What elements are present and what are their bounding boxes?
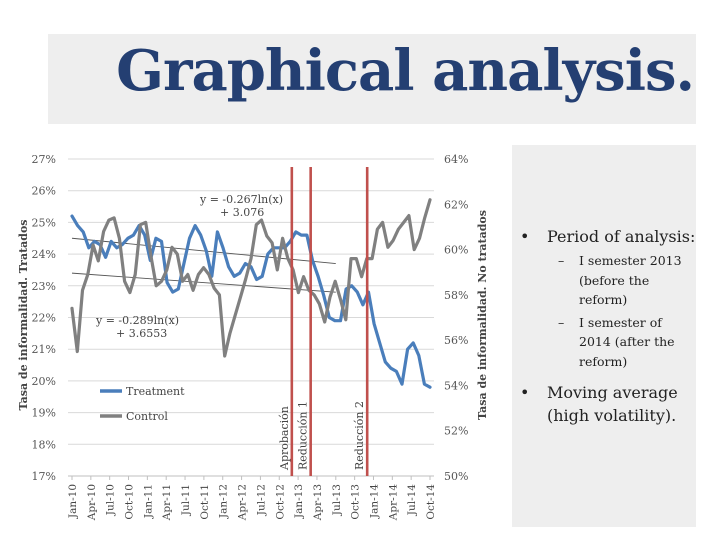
x-tick-label: Jul-12: [255, 484, 267, 516]
x-tick-label: Apr-14: [387, 484, 399, 522]
x-tick-label: Apr-11: [161, 484, 173, 521]
bullet-dot: •: [520, 227, 530, 246]
y-left-tick-label: 17%: [32, 470, 56, 483]
series-line-control: [70, 198, 432, 358]
sub-bullet-dash: –: [558, 253, 565, 268]
y-axis-left-label: Tasa de informalidad. Tratados: [17, 219, 30, 410]
sub-bullet-dash: –: [558, 314, 565, 330]
y-right-tick-label: 54%: [444, 379, 468, 392]
y-left-tick-label: 22%: [32, 312, 56, 325]
legend-label: Control: [126, 410, 168, 423]
x-tick-label: Oct-14: [425, 484, 437, 520]
reform-marker-label: Reducción 2: [353, 401, 366, 470]
reform-marker-label: Reducción 1: [297, 401, 310, 470]
sub-bullet-item: – I semester of 2014 (after the reform): [512, 313, 696, 372]
bullet-item: • Moving average (high volatility).: [512, 381, 696, 427]
y-axis-right: 64% 62% 60% 58% 56% 54% 52% 50%: [444, 153, 468, 483]
y-left-tick-label: 26%: [32, 185, 56, 198]
trendline-equation: y = -0.267ln(x) + 3.076: [199, 193, 283, 219]
sub-bullet-item: – I semester 2013 (before the reform): [512, 251, 696, 310]
reform-marker-label: Aprobación: [278, 406, 291, 471]
x-tick-label: Jan-10: [67, 484, 79, 519]
x-tick-label: Apr-12: [237, 484, 249, 521]
legend-label: Treatment: [126, 385, 185, 398]
y-left-tick-label: 24%: [32, 248, 56, 261]
x-tick-label: Jul-14: [406, 484, 418, 517]
reform-markers: Aprobación Reducción 1 Reducción 2: [278, 167, 369, 476]
bullet-text: Moving average (high volatility).: [547, 383, 678, 425]
y-left-tick-label: 27%: [32, 153, 56, 166]
x-tick-label: Oct-13: [350, 484, 362, 520]
informality-line-chart: 27% 26% 25% 24% 23% 22% 21% 20% 19% 18% 17% 64% 62%…: [17, 153, 489, 522]
y-left-tick-label: 23%: [32, 280, 56, 293]
y-right-tick-label: 62%: [444, 198, 468, 211]
x-tick-label: Jul-10: [105, 484, 117, 516]
trendline-equation: y = -0.289ln(x) + 3.6553: [95, 314, 179, 340]
x-tick-label: Oct-11: [199, 484, 211, 520]
x-tick-label: Jul-13: [331, 484, 343, 516]
y-right-tick-label: 56%: [444, 334, 468, 347]
bullet-text: Period of analysis:: [547, 227, 696, 246]
x-tick-label: Jul-11: [180, 484, 192, 516]
x-tick-label: Jan-14: [368, 484, 380, 519]
series-line-treatment: [70, 214, 432, 389]
sub-bullet-text: I semester 2013 (before the reform): [579, 253, 682, 307]
bullet-dot: •: [520, 383, 530, 402]
y-left-tick-label: 20%: [32, 375, 56, 388]
x-tick-label: Oct-10: [124, 484, 136, 520]
y-right-tick-label: 58%: [444, 289, 468, 302]
x-tick-label: Oct-12: [274, 484, 286, 520]
x-tick-label: Apr-13: [312, 484, 324, 521]
title-banner: Graphical analysis.: [48, 34, 696, 124]
y-left-tick-label: 21%: [32, 343, 56, 356]
y-right-tick-label: 64%: [444, 153, 468, 166]
x-tick-label: Apr-10: [86, 484, 98, 521]
x-axis: Jan-10 Apr-10 Jul-10 Oct-10 Jan-11 Apr-11 Jul-…: [67, 475, 437, 522]
y-right-tick-label: 50%: [444, 470, 468, 483]
x-tick-label: Jan-11: [142, 484, 154, 519]
bullet-panel: [512, 145, 696, 527]
chart-legend: Treatment Control: [100, 385, 185, 423]
chart-series: [70, 198, 432, 389]
x-tick-label: Jan-12: [218, 484, 230, 519]
slide-title: Graphical analysis.: [116, 38, 695, 104]
y-axis-left: 27% 26% 25% 24% 23% 22% 21% 20% 19% 18% 17%: [32, 153, 56, 483]
y-right-tick-label: 60%: [444, 244, 468, 257]
y-axis-right-label: Tasa de informalidad. No tratados: [476, 210, 489, 420]
x-tick-label: Jan-13: [293, 484, 305, 519]
bullet-list: • Period of analysis: – I semester 2013 …: [512, 225, 696, 427]
y-left-tick-label: 25%: [32, 216, 56, 229]
bullet-item: • Period of analysis:: [512, 225, 696, 248]
sub-bullet-text: I semester of 2014 (after the reform): [579, 314, 675, 369]
y-left-tick-label: 18%: [32, 438, 56, 451]
trendline-equations: y = -0.267ln(x) + 3.076 y = -0.289ln(x) + 3…: [95, 193, 283, 340]
y-left-tick-label: 19%: [32, 407, 56, 420]
y-right-tick-label: 52%: [444, 425, 468, 438]
